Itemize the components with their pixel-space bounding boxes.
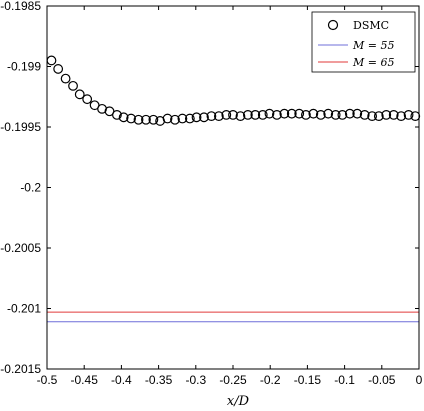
legend-marker-dsmc bbox=[327, 19, 339, 31]
legend-label-dsmc: DSMC bbox=[353, 19, 389, 32]
dsmc-point bbox=[170, 114, 180, 125]
dsmc-point bbox=[286, 108, 297, 119]
x-tick-label: -0.2 bbox=[260, 373, 281, 387]
dsmc-point bbox=[112, 109, 122, 120]
legend-label-m65: M = 65 bbox=[352, 56, 394, 69]
dsmc-point bbox=[373, 111, 384, 122]
dsmc-point bbox=[250, 109, 261, 120]
y-tick-label: -0.2 bbox=[20, 181, 41, 195]
dsmc-point bbox=[148, 114, 159, 125]
x-tick-label: -0.25 bbox=[219, 373, 247, 387]
dsmc-point bbox=[308, 108, 319, 119]
dsmc-point bbox=[301, 109, 311, 120]
series-layer bbox=[46, 55, 421, 323]
dsmc-point bbox=[294, 108, 305, 119]
dsmc-point bbox=[74, 89, 85, 100]
y-tick-label: -0.2015 bbox=[0, 362, 41, 376]
legend: DSMC M = 55 M = 65 bbox=[311, 11, 416, 73]
dsmc-point bbox=[337, 109, 348, 120]
dsmc-point bbox=[403, 109, 414, 120]
dsmc-point bbox=[330, 109, 341, 120]
dsmc-point bbox=[126, 113, 136, 124]
x-tick-label: -0.4 bbox=[111, 373, 132, 387]
dsmc-point bbox=[323, 108, 334, 119]
dsmc-point bbox=[228, 109, 238, 120]
x-tick-label: -0.5 bbox=[37, 373, 58, 387]
dsmc-point bbox=[191, 112, 202, 123]
x-tick-label: -0.05 bbox=[368, 373, 396, 387]
x-tick-label: -0.45 bbox=[71, 373, 99, 387]
y-tick-label: -0.201 bbox=[7, 302, 41, 316]
dsmc-point bbox=[315, 109, 326, 120]
dsmc-point bbox=[213, 111, 224, 122]
dsmc-point bbox=[177, 113, 188, 124]
dsmc-point bbox=[352, 108, 363, 119]
dsmc-point bbox=[257, 109, 268, 120]
x-axis-label: x/D bbox=[227, 394, 250, 409]
dsmc-point bbox=[271, 109, 282, 120]
x-tick-label: -0.15 bbox=[294, 373, 322, 387]
y-tick-label: -0.1995 bbox=[0, 120, 41, 134]
dsmc-point bbox=[264, 108, 275, 119]
x-tick-label: -0.35 bbox=[145, 373, 173, 387]
dsmc-point bbox=[388, 109, 399, 120]
dsmc-point bbox=[381, 109, 392, 120]
dsmc-point bbox=[118, 112, 129, 123]
y-tick-label: -0.199 bbox=[7, 60, 41, 74]
dsmc-point bbox=[359, 109, 370, 120]
dsmc-point bbox=[60, 73, 71, 84]
dsmc-point bbox=[279, 108, 290, 119]
dsmc-point bbox=[396, 111, 407, 122]
x-tick-label: -0.1 bbox=[334, 373, 355, 387]
dsmc-point bbox=[141, 114, 151, 125]
dsmc-point bbox=[235, 111, 246, 122]
dsmc-point bbox=[133, 114, 144, 125]
dsmc-point bbox=[53, 64, 64, 74]
dsmc-point bbox=[162, 113, 173, 124]
y-tick-label: -0.2005 bbox=[0, 241, 41, 255]
legend-label-m55: M = 55 bbox=[352, 39, 394, 52]
dsmc-point bbox=[242, 109, 253, 120]
dsmc-point bbox=[344, 108, 355, 119]
dsmc-point bbox=[82, 94, 93, 105]
axis-layer: -0.5 -0.45 -0.4 -0.35 -0.3 -0.25 -0.2 -0.15 -0.1… bbox=[0, 0, 422, 387]
dsmc-point bbox=[367, 111, 378, 122]
dsmc-point bbox=[199, 112, 209, 123]
dsmc-point bbox=[68, 80, 78, 91]
dsmc-point bbox=[410, 111, 421, 122]
dsmc-point bbox=[184, 113, 195, 124]
dsmc-point bbox=[221, 109, 232, 120]
y-tick-label: -0.1985 bbox=[0, 0, 41, 13]
dsmc-point bbox=[206, 111, 217, 122]
x-tick-label: 0 bbox=[416, 373, 423, 387]
x-tick-label: -0.3 bbox=[185, 373, 206, 387]
